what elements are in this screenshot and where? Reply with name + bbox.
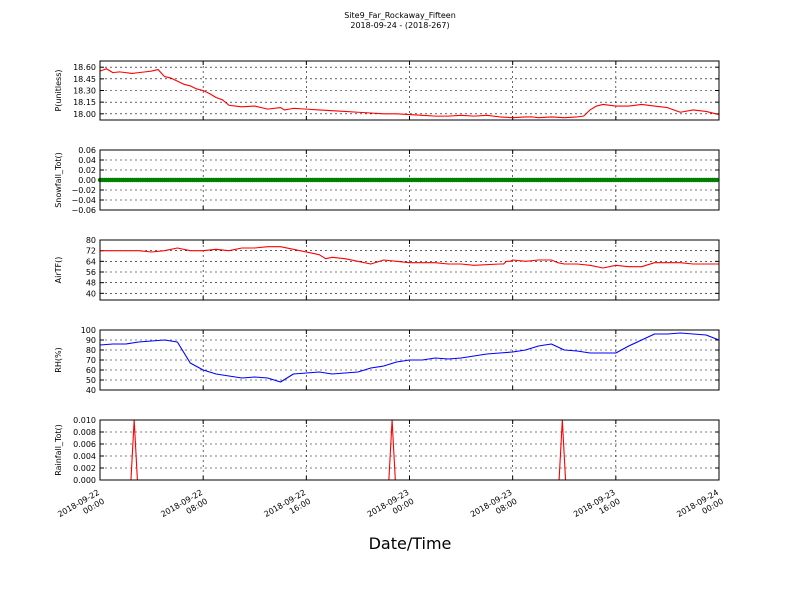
y-tick-label: 0.02 <box>78 166 96 175</box>
subplot-1: 0.060.040.020.00−0.02−0.04−0.06 Snowfall_… <box>54 146 720 215</box>
x-tick-label: 2018-09-2316:00 <box>572 488 622 528</box>
y-axis-label: Rainfall_Tot() <box>54 424 63 476</box>
y-tick-label: 18.15 <box>73 98 96 107</box>
subplot-frame <box>99 239 720 301</box>
series-line <box>99 68 720 119</box>
y-tick-label: 0.008 <box>73 428 96 437</box>
y-tick-label: 70 <box>86 356 96 365</box>
series-line <box>99 332 720 383</box>
y-tick-label: 0.06 <box>78 146 96 155</box>
y-tick-label: 0.004 <box>73 452 96 461</box>
y-tick-label: 80 <box>86 236 96 245</box>
subplot-frame <box>99 149 720 211</box>
y-axis-label: RH(%) <box>54 347 63 372</box>
subplot-frame <box>99 329 720 391</box>
y-tick-label: 50 <box>86 376 96 385</box>
y-tick-label: −0.02 <box>71 186 96 195</box>
x-tick-label: 2018-09-2308:00 <box>469 488 519 528</box>
x-tick-label: 2018-09-2300:00 <box>366 488 416 528</box>
subplot-0: 18.60 18.45 18.30 18.15 18.00 P(unitless) <box>54 60 720 121</box>
y-tick-label: 18.45 <box>73 75 96 84</box>
y-tick-label: 40 <box>86 289 96 298</box>
y-tick-label: 0.000 <box>73 476 96 485</box>
y-tick-label: 60 <box>86 366 96 375</box>
y-tick-label: 18.60 <box>73 63 96 72</box>
series-line <box>100 246 719 269</box>
y-tick-label: 100 <box>81 326 96 335</box>
y-tick-label: 18.00 <box>73 110 96 119</box>
y-tick-label: 48 <box>86 279 96 288</box>
y-axis-label: P(unitless) <box>54 69 63 111</box>
y-axis-label: AirTF() <box>54 257 63 284</box>
y-tick-label: 80 <box>86 346 96 355</box>
y-tick-label: 0.002 <box>73 464 96 473</box>
x-tick-label: 2018-09-2208:00 <box>159 488 209 528</box>
series-point <box>714 177 720 183</box>
y-tick-label: 18.30 <box>73 87 96 96</box>
subplot-4: 0.010 0.008 0.006 0.004 0.002 0.000 Rainfall_T… <box>54 416 720 485</box>
y-tick-label: 0.006 <box>73 440 96 449</box>
y-tick-label: 40 <box>86 386 96 395</box>
y-tick-label: 90 <box>86 336 96 345</box>
chart-title: Site9_Far_Rockaway_Fifteen <box>344 11 456 20</box>
y-tick-label: −0.06 <box>71 206 96 215</box>
subplot-frame <box>99 419 720 481</box>
y-tick-label: 56 <box>86 268 96 277</box>
y-tick-label: −0.04 <box>71 196 96 205</box>
x-axis-label: Date/Time <box>368 534 452 553</box>
y-axis-label: Snowfall_Tot() <box>54 152 63 208</box>
chart-subtitle: 2018-09-24 - (2018-267) <box>350 21 450 30</box>
y-tick-label: 0.04 <box>78 156 96 165</box>
x-tick-label: 2018-09-2216:00 <box>263 488 313 528</box>
x-tick-label: 2018-09-2400:00 <box>675 488 725 528</box>
y-tick-label: 0.010 <box>73 416 96 425</box>
y-tick-label: 0.00 <box>78 176 96 185</box>
subplot-frame <box>99 60 720 121</box>
y-tick-label: 64 <box>86 257 96 266</box>
y-tick-label: 72 <box>86 247 96 256</box>
x-tick-label: 2018-09-2200:00 <box>56 488 106 528</box>
